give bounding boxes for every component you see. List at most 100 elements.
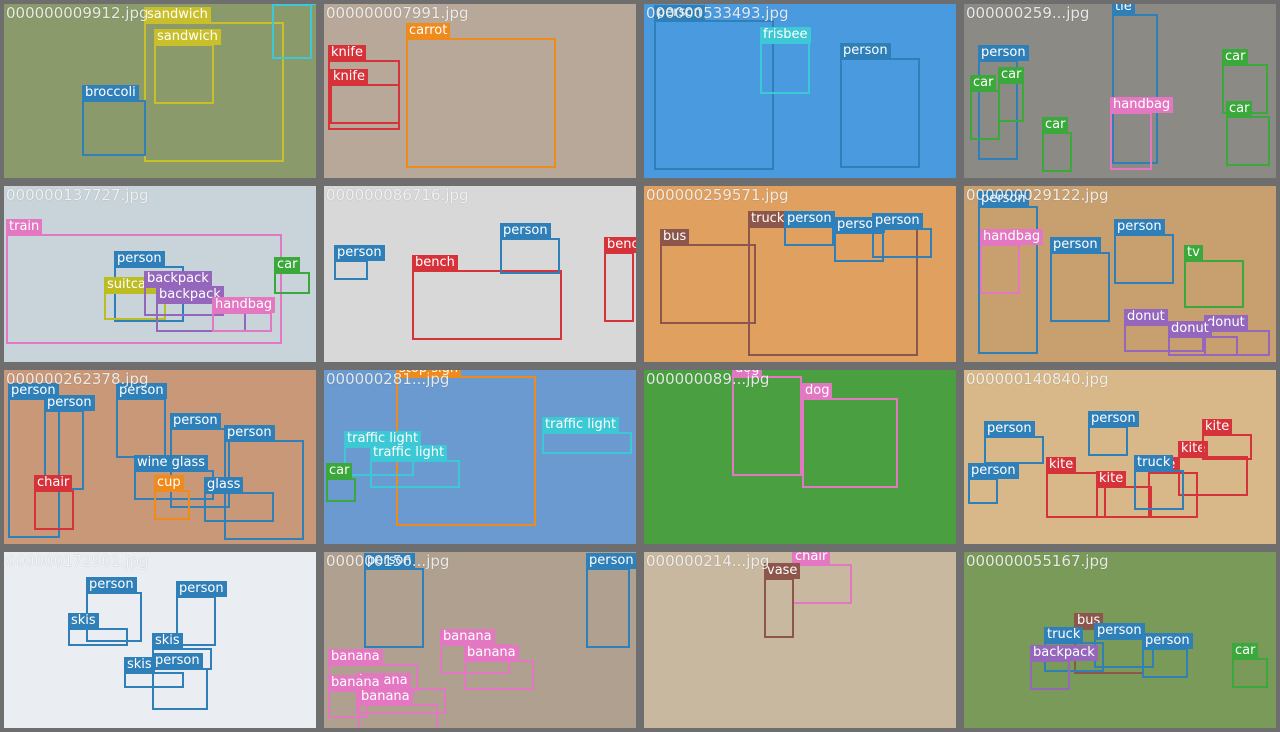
detection-label: chair: [792, 552, 831, 565]
tile-filename: 000000281...jpg: [326, 370, 450, 388]
detection-box: person: [1142, 633, 1193, 678]
detection-box: handbag: [212, 297, 276, 332]
detection-label: person: [978, 191, 1029, 207]
detection-box: skis: [68, 613, 128, 646]
detection-label: backpack: [156, 287, 224, 303]
detection-label: glass: [204, 477, 244, 493]
detection-box: person: [152, 653, 208, 710]
detection-label: traffic light: [344, 431, 422, 447]
tile-filename: 000000214...jpg: [646, 552, 770, 570]
photo-tile: 000000281...jpgstop signtraffic lighttra…: [324, 370, 636, 544]
detection-label: vase: [764, 563, 801, 579]
detection-box: chair: [34, 475, 74, 530]
detection-label: truck: [1134, 455, 1174, 471]
detection-box: knife: [330, 69, 400, 124]
detection-label: person: [654, 5, 705, 21]
detection-label: tv: [1184, 245, 1203, 261]
detection-label: skis: [152, 633, 183, 649]
detection-box: kite: [1096, 471, 1152, 518]
photo-tile: 000000089...jpgdogdog: [644, 370, 956, 544]
detection-label: person: [334, 245, 385, 261]
detection-label: person: [176, 581, 227, 597]
detection-box: person: [500, 223, 560, 274]
detection-box: wine glass: [134, 455, 214, 500]
detection-label: person: [86, 577, 137, 593]
detection-label: person: [116, 383, 167, 399]
detection-box: banana: [464, 645, 534, 690]
detection-label: carrot: [406, 23, 451, 39]
detection-label: bottle: [272, 4, 316, 5]
detection-label: person: [44, 395, 95, 411]
detection-box: person: [1114, 219, 1174, 284]
detection-label: sandwich: [154, 29, 221, 45]
detection-label: traffic light: [542, 417, 620, 433]
detection-label: car: [274, 257, 301, 273]
detection-box: car: [998, 67, 1025, 122]
detection-label: sandwich: [144, 7, 211, 23]
photo-tile: 000000086716.jpg person bench person bench: [324, 186, 636, 362]
detection-label: person: [1088, 411, 1139, 427]
detection-label: person: [224, 425, 275, 441]
detection-label: person: [114, 251, 165, 267]
tile-filename: 000000009912.jpg: [6, 4, 149, 22]
tile-filename: 000000029122.jpg: [966, 186, 1109, 204]
detection-box: person: [170, 413, 230, 508]
detection-label: person: [1050, 237, 1101, 253]
detection-box: person: [44, 395, 95, 490]
detection-label: car: [1232, 643, 1259, 659]
detection-label: wine glass: [134, 455, 208, 471]
detection-box: car: [1226, 101, 1270, 166]
detection-box: skis: [124, 657, 184, 688]
detection-label: handbag: [1110, 97, 1174, 113]
detection-label: car: [326, 463, 353, 479]
detection-box: car: [1042, 117, 1072, 172]
tile-filename: 000000533493.jpg: [646, 4, 789, 22]
tile-filename: 000000007991.jpg: [326, 4, 469, 22]
detection-box: truck: [1044, 627, 1104, 672]
tile-filename: 000000172901.jpg: [6, 552, 149, 570]
detection-box: traffic light: [370, 445, 460, 488]
detection-box: traffic light: [344, 431, 422, 476]
detection-label: car: [998, 67, 1025, 83]
detection-label: car: [1226, 101, 1253, 117]
detection-box: tv: [1184, 245, 1244, 308]
tile-filename: 000000137727.jpg: [6, 186, 149, 204]
tile-filename: 000000259...jpg: [966, 4, 1090, 22]
detection-label: kite: [1178, 441, 1209, 457]
detection-label: banana: [328, 675, 383, 691]
detection-label: banana: [328, 649, 383, 665]
detection-box: bench: [412, 255, 562, 340]
detection-box: car: [274, 257, 310, 294]
photo-tile: 000000172901.jpg person person skis skis skis…: [4, 552, 316, 728]
detection-label: donut: [1168, 321, 1212, 337]
detection-box: person: [784, 211, 835, 246]
detection-label: car: [970, 75, 997, 91]
detection-box: backpack: [1030, 645, 1098, 690]
photo-tile: 000000137727.jpg train person suitcase backp…: [4, 186, 316, 362]
detection-box: kite: [1046, 457, 1106, 518]
detection-label: bench: [412, 255, 458, 271]
detection-box: person: [968, 463, 1019, 504]
photo-tile: 000000009912.jpgsandwichsandwichbottlebr…: [4, 4, 316, 178]
detection-box: car: [326, 463, 356, 502]
detection-box: person: [586, 553, 636, 648]
detection-label: donut: [1204, 315, 1248, 331]
detection-box: person: [1088, 411, 1139, 456]
detection-box: sandwich: [144, 7, 284, 162]
detection-label: person: [1142, 633, 1193, 649]
detection-box: traffic light: [542, 417, 632, 454]
photo-tile: 000000262378.jpg person person person person…: [4, 370, 316, 544]
detection-label: dog: [802, 383, 833, 399]
detection-box: dog: [802, 383, 898, 488]
detection-label: car: [1042, 117, 1069, 133]
detection-box: train: [6, 219, 282, 344]
detection-box: person: [334, 245, 385, 280]
photo-tile: 000000533493.jpg person frisbee person: [644, 4, 956, 178]
detection-box: truck: [1134, 455, 1184, 510]
detection-label: skis: [68, 613, 99, 629]
tile-filename: 000000156...jpg: [326, 552, 450, 570]
detection-box: cup: [154, 475, 190, 520]
detection-label: skis: [124, 657, 155, 673]
detection-label: banana: [464, 645, 519, 661]
detection-box: backpack: [156, 287, 246, 332]
